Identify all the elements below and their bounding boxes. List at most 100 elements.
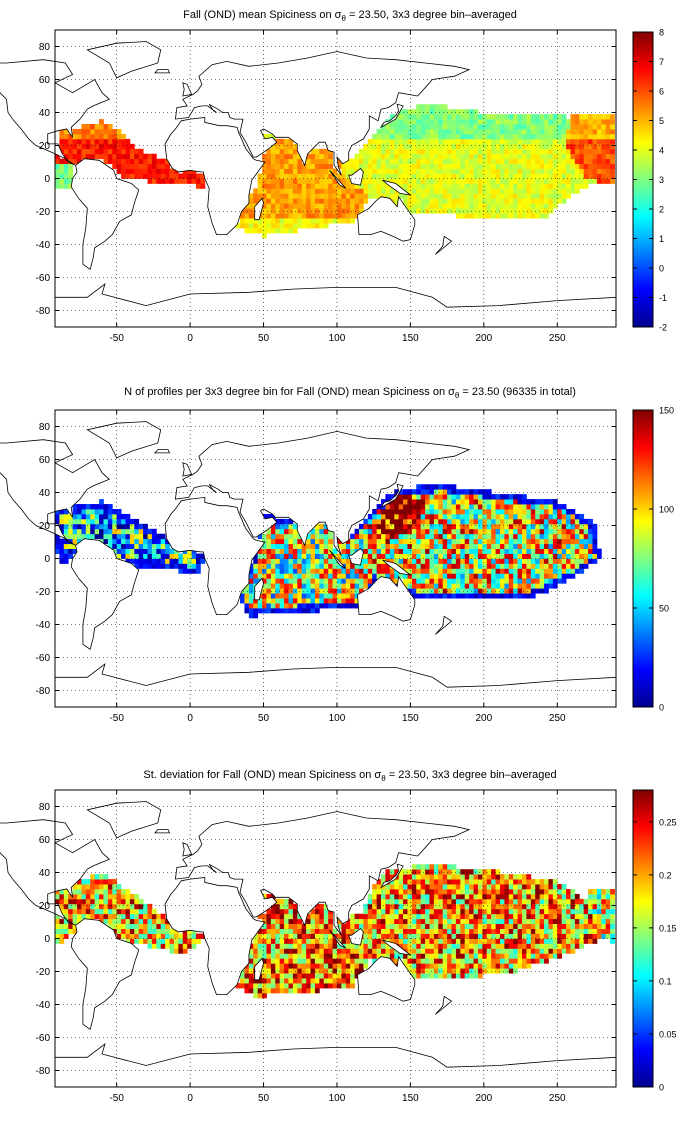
data-cell (504, 889, 510, 895)
data-cell (107, 898, 113, 905)
data-cell (138, 523, 144, 530)
data-cell (420, 548, 426, 554)
data-cell (332, 198, 338, 204)
data-cell (319, 538, 325, 545)
data-cell (451, 864, 457, 870)
data-cell (77, 133, 82, 140)
data-cell (526, 183, 532, 189)
data-cell (165, 938, 170, 944)
data-cell (411, 573, 417, 579)
data-cell (566, 509, 571, 515)
data-cell (530, 588, 536, 594)
data-cell (517, 203, 523, 209)
data-cell (310, 608, 316, 614)
data-cell (341, 548, 347, 554)
data-cell (411, 898, 417, 905)
data-cell (526, 593, 532, 599)
data-cell (570, 518, 576, 525)
data-cell (416, 898, 422, 905)
data-cell (552, 513, 558, 520)
data-cell (94, 893, 100, 900)
data-cell (491, 158, 496, 165)
data-cell (561, 533, 567, 540)
data-cell (72, 893, 78, 900)
data-cell (332, 943, 338, 949)
data-cell (420, 109, 426, 115)
data-cell (425, 913, 430, 920)
data-cell (548, 543, 554, 549)
data-cell (345, 198, 351, 204)
data-cell (455, 578, 461, 584)
data-cell (195, 938, 201, 944)
data-cell (574, 153, 580, 160)
data-cell (566, 148, 571, 155)
data-cell (284, 918, 289, 925)
data-cell (513, 963, 519, 969)
data-cell (288, 563, 294, 569)
data-cell (72, 543, 78, 549)
data-cell (416, 548, 422, 554)
data-cell (429, 898, 435, 905)
data-cell (438, 208, 444, 214)
data-cell (429, 188, 435, 194)
data-cell (469, 874, 474, 880)
data-cell (460, 543, 466, 549)
data-cell (548, 573, 554, 579)
data-cell (552, 518, 558, 525)
data-cell (433, 864, 439, 870)
data-cell (358, 968, 364, 974)
data-cell (447, 908, 452, 915)
data-cell (473, 893, 479, 900)
data-cell (350, 568, 355, 574)
data-cell (447, 143, 452, 150)
data-cell (526, 198, 532, 204)
data-cell (522, 593, 527, 599)
data-cell (288, 938, 294, 944)
data-cell (112, 913, 118, 920)
data-cell (460, 923, 466, 929)
data-cell (508, 538, 514, 545)
data-cell (385, 133, 391, 140)
data-cell (244, 973, 250, 979)
data-cell (438, 178, 444, 184)
data-cell (425, 509, 430, 515)
data-cell (403, 133, 408, 140)
data-cell (433, 208, 439, 214)
data-cell (116, 933, 122, 939)
data-cell (407, 923, 413, 929)
data-cell (455, 178, 461, 184)
data-cell (191, 933, 197, 939)
data-cell (72, 504, 78, 510)
data-cell (112, 918, 118, 925)
data-cell (94, 133, 100, 140)
data-cell (420, 143, 426, 150)
data-cell (358, 583, 364, 589)
data-cell (398, 494, 404, 500)
data-cell (495, 884, 501, 890)
data-cell (363, 958, 369, 964)
data-cell (477, 958, 483, 964)
data-cell (112, 889, 118, 895)
data-cell (394, 548, 400, 554)
data-cell (433, 593, 439, 599)
data-cell (491, 948, 496, 954)
data-cell (284, 163, 289, 169)
x-tick-label: 150 (402, 333, 419, 344)
data-cell (566, 538, 571, 545)
data-cell (438, 114, 444, 120)
data-cell (530, 548, 536, 554)
data-cell (262, 603, 267, 609)
data-cell (59, 129, 65, 135)
data-cell (376, 948, 382, 954)
data-cell (367, 173, 373, 179)
data-cell (195, 933, 201, 939)
data-cell (138, 903, 144, 910)
data-cell (385, 943, 391, 949)
data-cell (389, 504, 395, 510)
data-cell (486, 509, 492, 515)
data-cell (460, 573, 466, 579)
data-cell (63, 133, 69, 140)
data-cell (508, 593, 514, 599)
data-cell (125, 558, 131, 564)
data-cell (121, 908, 126, 915)
